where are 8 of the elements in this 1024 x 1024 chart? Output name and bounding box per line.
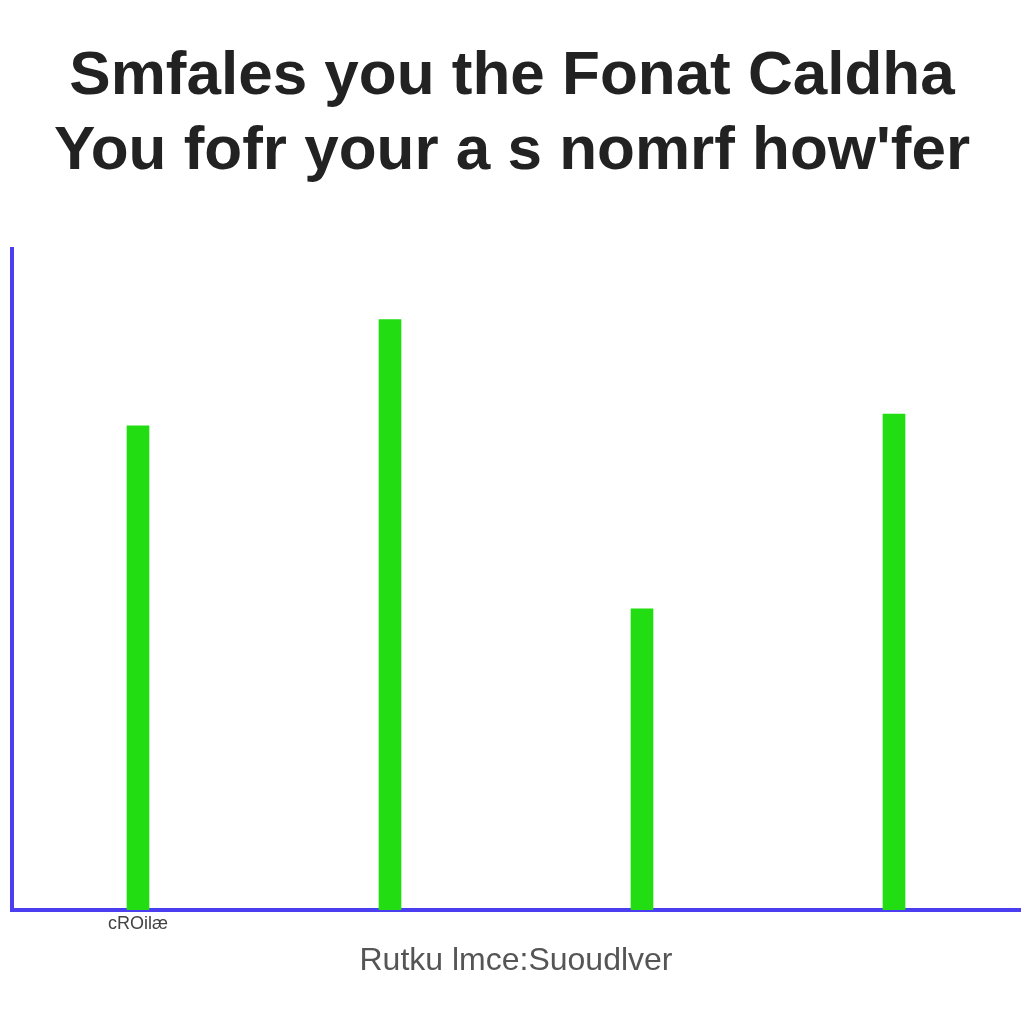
bar (378, 319, 402, 910)
bar (126, 425, 150, 910)
text: Smfales you the Fonat Caldha (69, 38, 955, 108)
text: You fofr your a s nomrf how'fer (53, 112, 971, 182)
x-axis-title: Rutku lmce:Suoudlver (359, 940, 673, 977)
x-tick-label: cROilæ (107, 912, 169, 933)
bar (630, 608, 654, 910)
bar (882, 413, 906, 910)
